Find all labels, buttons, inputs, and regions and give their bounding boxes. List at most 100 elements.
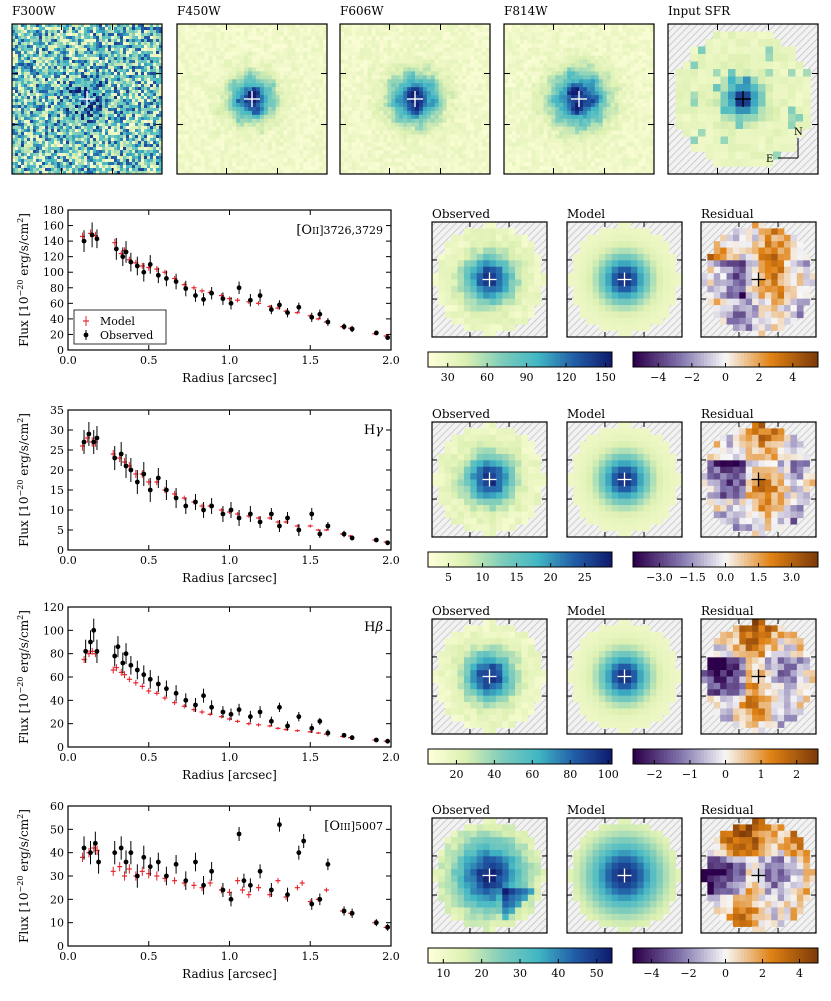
image-pixel: [299, 166, 303, 170]
image-pixel: [216, 79, 220, 83]
image-pixel: [228, 52, 232, 56]
image-pixel: [51, 132, 54, 135]
image-pixel: [96, 168, 99, 171]
image-pixel: [193, 79, 197, 83]
image-pixel: [399, 119, 403, 123]
image-pixel: [24, 66, 27, 69]
image-pixel: [315, 146, 319, 150]
image-pixel: [120, 75, 123, 78]
image-pixel: [87, 129, 90, 132]
image-pixel: [209, 146, 213, 150]
image-pixel: [348, 166, 352, 170]
image-pixel: [443, 115, 447, 119]
image-pixel: [36, 36, 39, 39]
image-pixel: [84, 63, 87, 66]
image-pixel: [387, 79, 391, 83]
image-pixel: [72, 120, 75, 123]
image-pixel: [379, 119, 383, 123]
image-pixel: [54, 33, 57, 36]
image-pixel: [96, 147, 99, 150]
image-pixel: [228, 162, 232, 166]
image-pixel: [69, 30, 72, 33]
image-pixel: [411, 56, 415, 60]
image-pixel: [368, 36, 372, 40]
image-pixel: [42, 108, 45, 111]
image-pixel: [129, 162, 132, 165]
image-pixel: [252, 24, 256, 28]
image-pixel: [376, 138, 380, 142]
image-pixel: [185, 44, 189, 48]
image-pixel: [156, 90, 159, 93]
image-pixel: [360, 107, 364, 111]
image-pixel: [57, 117, 60, 120]
image-pixel: [395, 123, 399, 127]
image-pixel: [213, 83, 217, 87]
image-pixel: [177, 56, 181, 60]
image-pixel: [60, 75, 63, 78]
image-pixel: [66, 138, 69, 141]
image-pixel: [288, 75, 292, 79]
image-pixel: [356, 99, 360, 103]
image-pixel: [126, 135, 129, 138]
image-pixel: [60, 54, 63, 57]
image-pixel: [439, 123, 443, 127]
image-pixel: [352, 40, 356, 44]
image-pixel: [93, 129, 96, 132]
image-pixel: [39, 60, 42, 63]
image-pixel: [90, 75, 93, 78]
image-pixel: [189, 40, 193, 44]
image-pixel: [45, 153, 48, 156]
image-pixel: [15, 114, 18, 117]
image-pixel: [30, 132, 33, 135]
image-pixel: [248, 87, 252, 91]
image-pixel: [205, 146, 209, 150]
image-pixel: [244, 83, 248, 87]
image-pixel: [415, 115, 419, 119]
image-pixel: [311, 91, 315, 95]
image-pixel: [126, 126, 129, 129]
image-pixel: [356, 40, 360, 44]
image-pixel: [340, 135, 344, 139]
image-pixel: [72, 78, 75, 81]
image-pixel: [123, 117, 126, 120]
image-pixel: [138, 165, 141, 168]
image-pixel: [42, 135, 45, 138]
image-pixel: [181, 162, 185, 166]
image-panel-1: F450W: [177, 4, 327, 174]
image-panel-label: F300W: [12, 4, 56, 18]
image-pixel: [391, 32, 395, 36]
image-pixel: [84, 36, 87, 39]
image-pixel: [315, 119, 319, 123]
image-pixel: [153, 30, 156, 33]
image-pixel: [147, 159, 150, 162]
image-pixel: [15, 39, 18, 42]
image-pixel: [372, 48, 376, 52]
image-pixel: [123, 132, 126, 135]
image-pixel: [129, 126, 132, 129]
image-pixel: [280, 95, 284, 99]
image-pixel: [240, 138, 244, 142]
image-pixel: [228, 95, 232, 99]
image-pixel: [129, 84, 132, 87]
image-pixel: [291, 166, 295, 170]
image-pixel: [280, 119, 284, 123]
image-pixel: [111, 39, 114, 42]
image-pixel: [284, 115, 288, 119]
image-pixel: [288, 63, 292, 67]
image-pixel: [256, 67, 260, 71]
image-pixel: [423, 138, 427, 142]
image-pixel: [33, 42, 36, 45]
image-pixel: [280, 24, 284, 28]
image-pixel: [93, 54, 96, 57]
image-pixel: [156, 27, 159, 30]
image-pixel: [399, 135, 403, 139]
image-pixel: [423, 63, 427, 67]
image-pixel: [189, 56, 193, 60]
image-pixel: [138, 114, 141, 117]
image-pixel: [439, 158, 443, 162]
image-pixel: [84, 51, 87, 54]
image-pixel: [356, 52, 360, 56]
image-pixel: [24, 42, 27, 45]
image-pixel: [18, 162, 21, 165]
image-pixel: [399, 36, 403, 40]
